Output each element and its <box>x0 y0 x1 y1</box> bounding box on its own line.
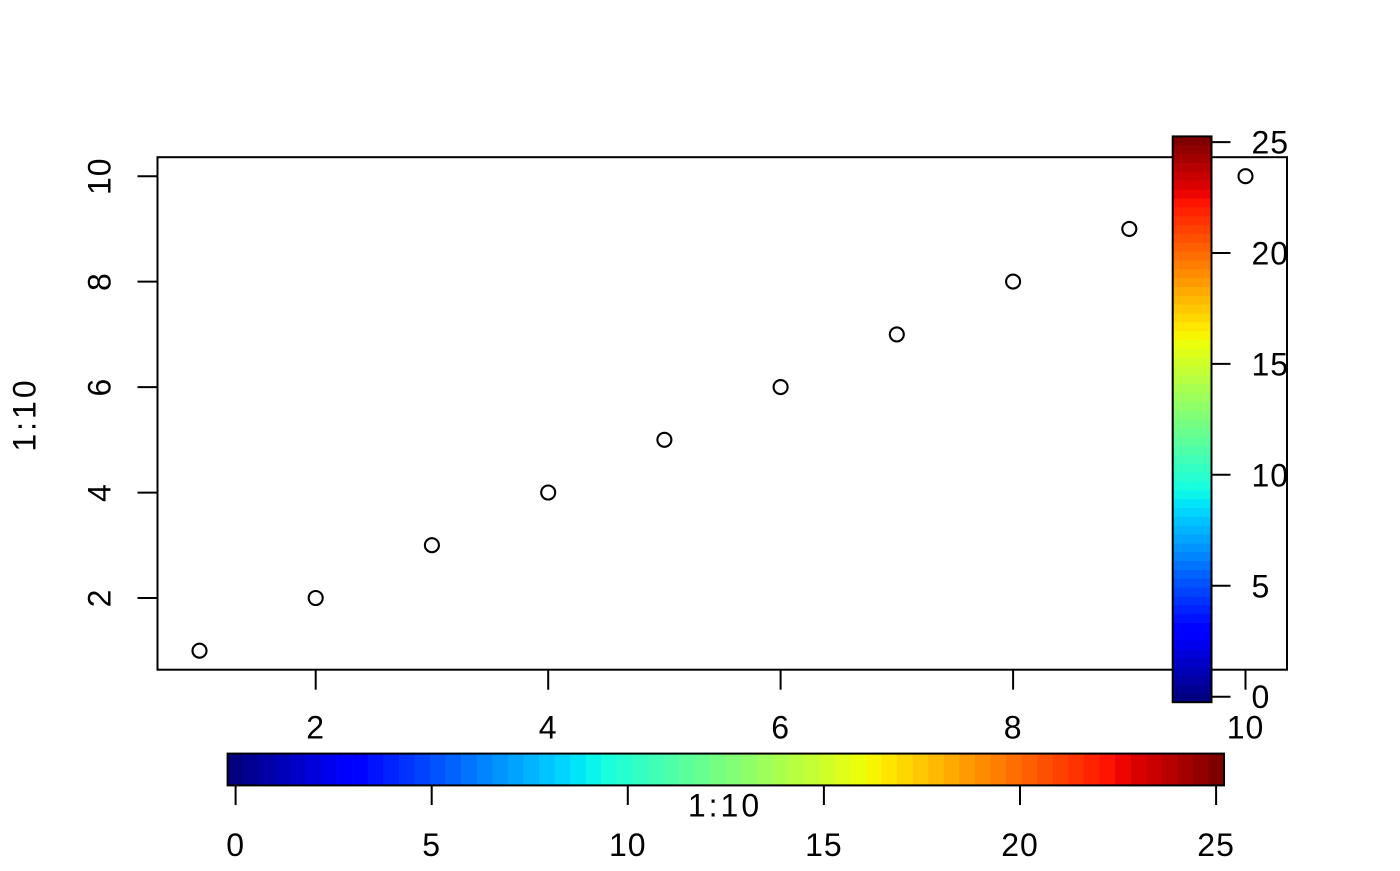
svg-text:10: 10 <box>81 157 117 195</box>
svg-text:8: 8 <box>81 272 117 291</box>
svg-text:4: 4 <box>539 710 558 746</box>
svg-text:1:10: 1:10 <box>688 787 762 823</box>
svg-text:10: 10 <box>609 827 647 863</box>
svg-text:6: 6 <box>771 710 790 746</box>
svg-text:0: 0 <box>1252 679 1271 715</box>
svg-text:0: 0 <box>226 827 245 863</box>
svg-text:25: 25 <box>1197 827 1235 863</box>
svg-text:4: 4 <box>81 483 117 502</box>
svg-text:8: 8 <box>1004 710 1023 746</box>
svg-text:20: 20 <box>1001 827 1039 863</box>
svg-text:6: 6 <box>81 378 117 397</box>
svg-text:20: 20 <box>1252 236 1290 272</box>
svg-text:15: 15 <box>805 827 843 863</box>
svg-text:1:10: 1:10 <box>7 377 43 451</box>
svg-text:15: 15 <box>1252 346 1290 382</box>
svg-text:10: 10 <box>1227 710 1265 746</box>
svg-text:5: 5 <box>422 827 441 863</box>
svg-text:10: 10 <box>1252 457 1290 493</box>
svg-text:2: 2 <box>306 710 325 746</box>
svg-text:5: 5 <box>1252 568 1271 604</box>
svg-text:2: 2 <box>81 589 117 608</box>
svg-text:25: 25 <box>1252 125 1290 161</box>
